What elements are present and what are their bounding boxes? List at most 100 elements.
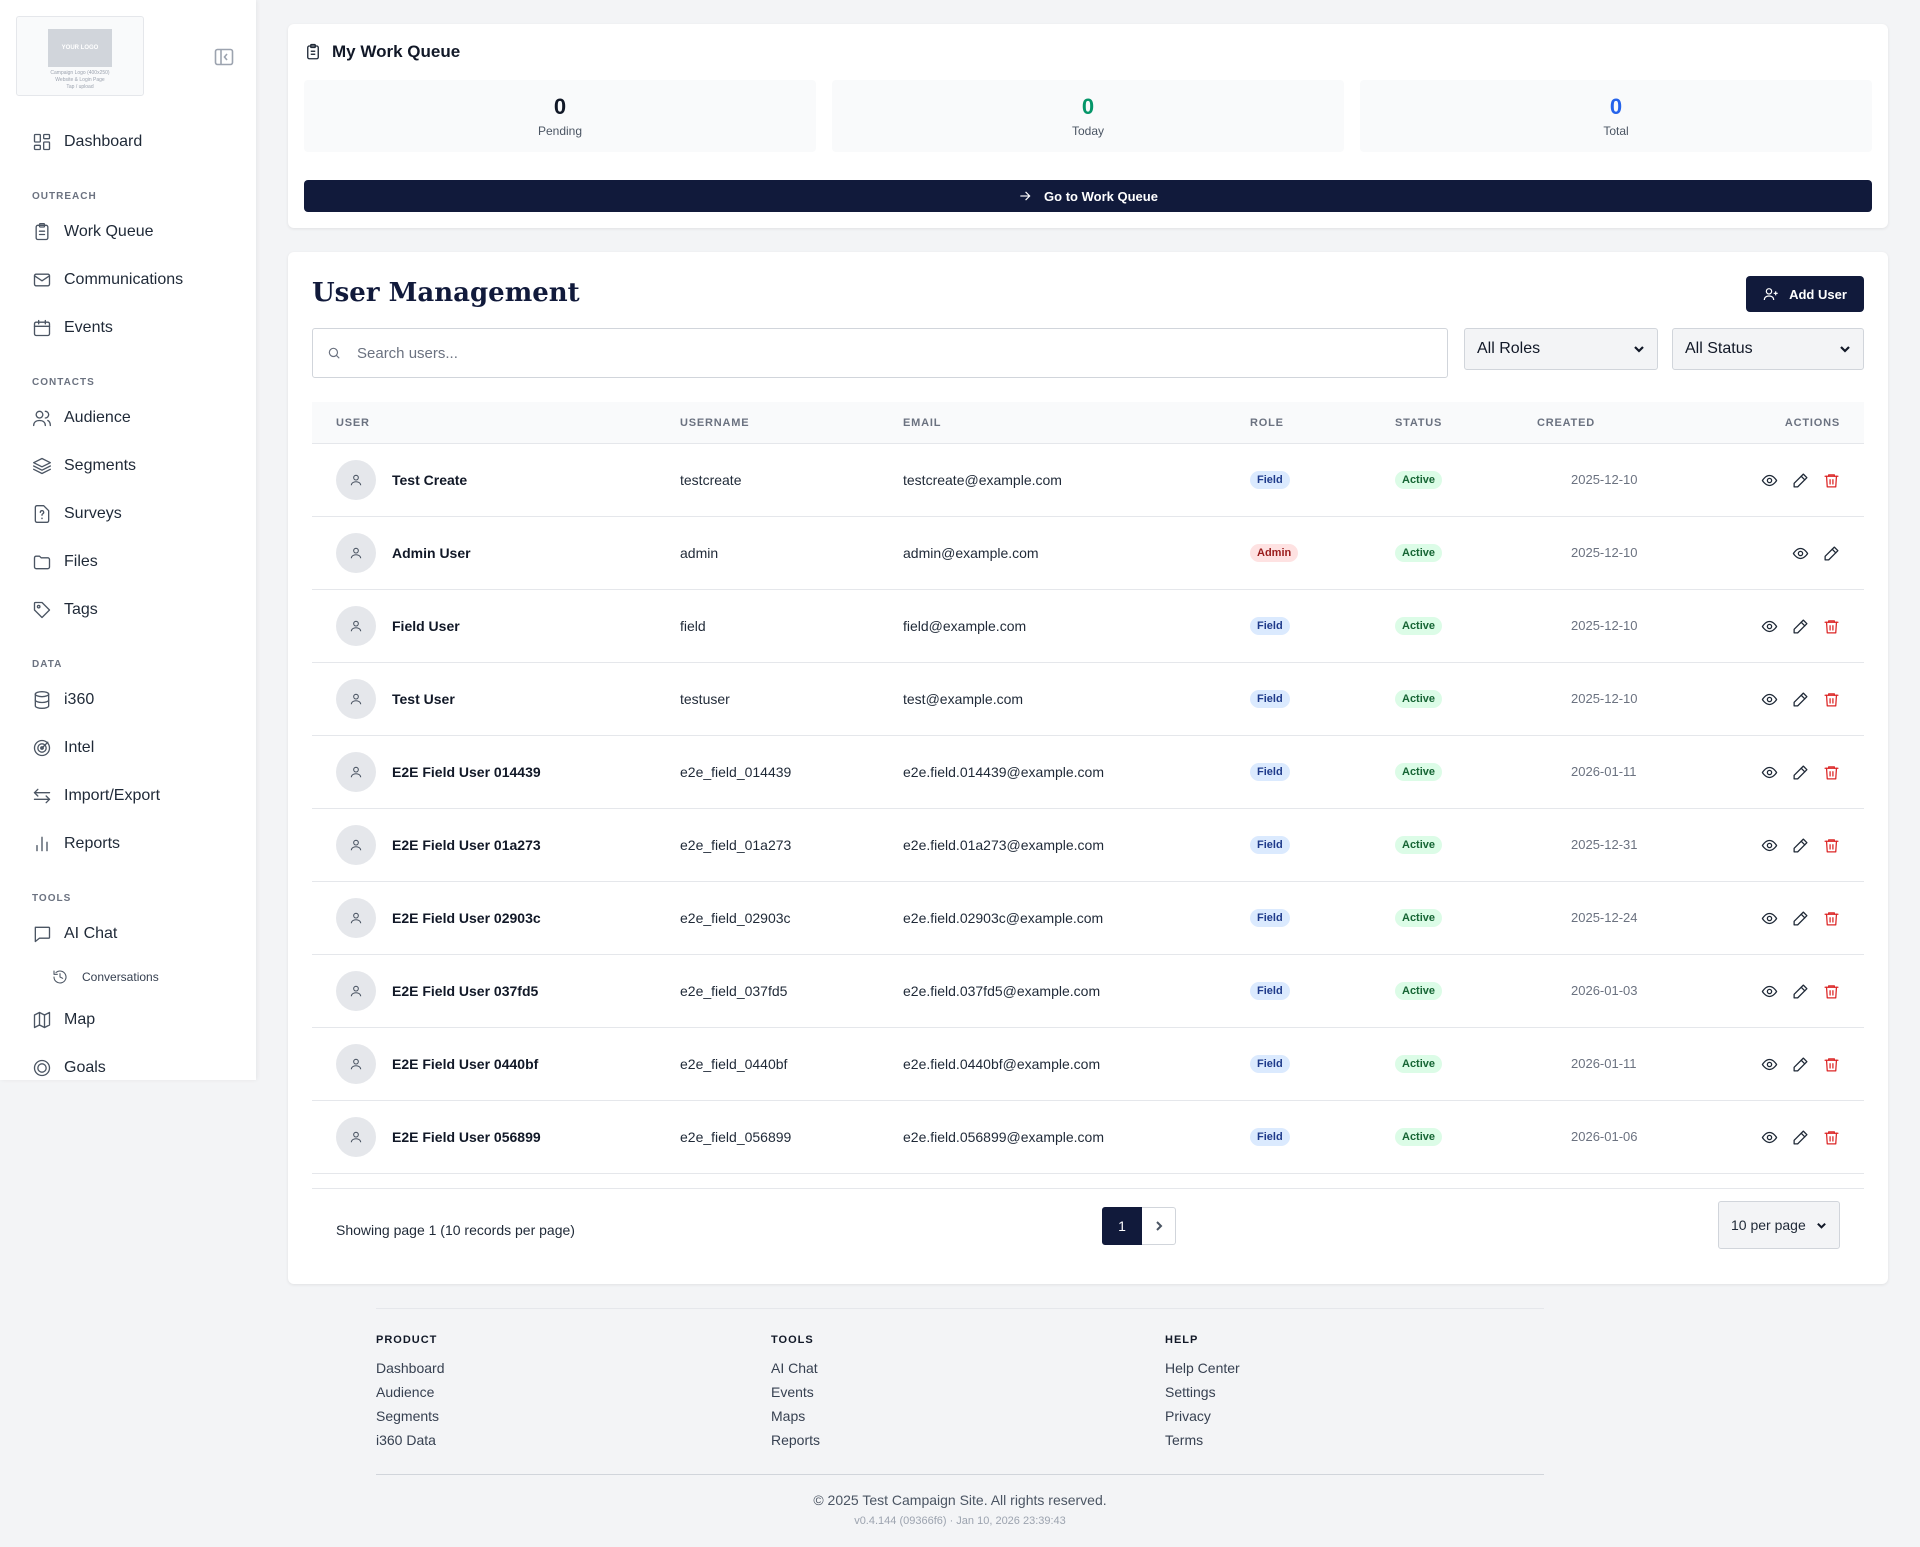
edit-icon[interactable] [1792, 1056, 1809, 1073]
per-page-select[interactable]: 10 per page [1718, 1201, 1840, 1249]
logo-placeholder: YOUR LOGO [48, 29, 112, 67]
view-icon[interactable] [1761, 910, 1778, 927]
sidebar-item-tags[interactable]: Tags [0, 586, 256, 634]
sidebar-item-events[interactable]: Events [0, 304, 256, 352]
table-header: USER USERNAME EMAIL ROLE STATUS CREATED … [312, 402, 1864, 444]
view-icon[interactable] [1761, 691, 1778, 708]
next-page-button[interactable] [1142, 1207, 1176, 1245]
delete-icon[interactable] [1823, 764, 1840, 781]
delete-icon[interactable] [1823, 618, 1840, 635]
delete-icon[interactable] [1823, 472, 1840, 489]
delete-icon[interactable] [1823, 983, 1840, 1000]
sidebar-item-conversations[interactable]: Conversations [0, 958, 256, 996]
column-header[interactable]: ROLE [1250, 417, 1284, 429]
table-row: E2E Field User 02903c e2e_field_02903c e2e… [312, 882, 1864, 955]
column-header[interactable]: STATUS [1395, 417, 1443, 429]
sidebar-item-segments[interactable]: Segments [0, 442, 256, 490]
sidebar-item-label: Reports [64, 835, 121, 852]
column-header[interactable]: USER [336, 417, 370, 429]
edit-icon[interactable] [1792, 910, 1809, 927]
folder-icon [33, 555, 51, 570]
sidebar-item-intel[interactable]: Intel [0, 724, 256, 772]
status-filter-select[interactable]: All Status [1672, 328, 1864, 370]
sidebar-item-ai-chat[interactable]: AI Chat [0, 910, 256, 958]
user-name: E2E Field User 0440bf [392, 1056, 539, 1072]
edit-icon[interactable] [1792, 764, 1809, 781]
view-icon[interactable] [1761, 837, 1778, 854]
users-table: USER USERNAME EMAIL ROLE STATUS CREATED … [312, 402, 1864, 1174]
column-header[interactable]: EMAIL [903, 417, 942, 429]
footer-link[interactable]: Segments [376, 1408, 440, 1424]
view-icon[interactable] [1761, 1129, 1778, 1146]
sidebar-item-surveys[interactable]: Surveys [0, 490, 256, 538]
sidebar-item-reports[interactable]: Reports [0, 820, 256, 868]
select-value: All Roles [1477, 340, 1541, 357]
sidebar-item-dashboard[interactable]: Dashboard [0, 118, 256, 166]
arrow-right-icon [1020, 191, 1031, 201]
footer-link[interactable]: Dashboard [376, 1360, 445, 1376]
edit-icon[interactable] [1792, 1129, 1809, 1146]
delete-icon[interactable] [1823, 1129, 1840, 1146]
view-icon[interactable] [1761, 1056, 1778, 1073]
footer-link[interactable]: Audience [376, 1384, 435, 1400]
edit-icon[interactable] [1792, 472, 1809, 489]
delete-icon[interactable] [1823, 910, 1840, 927]
view-icon[interactable] [1761, 618, 1778, 635]
sidebar-section-contacts: CONTACTS [32, 377, 95, 388]
footer-link[interactable]: Events [771, 1384, 814, 1400]
collapse-sidebar-icon[interactable] [214, 48, 234, 66]
delete-icon[interactable] [1823, 837, 1840, 854]
column-header[interactable]: USERNAME [680, 417, 750, 429]
clipboard-icon [35, 223, 49, 241]
table-row: E2E Field User 0440bf e2e_field_0440bf e2e… [312, 1028, 1864, 1101]
role-badge: Field [1250, 982, 1290, 1000]
edit-icon[interactable] [1792, 618, 1809, 635]
row-actions [1761, 1056, 1840, 1073]
page-button-current[interactable]: 1 [1102, 1207, 1142, 1245]
view-icon[interactable] [1761, 472, 1778, 489]
add-user-button[interactable]: Add User [1746, 276, 1864, 312]
footer-link[interactable]: i360 Data [376, 1432, 436, 1448]
stat-today: 0 Today [832, 80, 1344, 152]
footer-link[interactable]: AI Chat [771, 1360, 818, 1376]
go-to-work-queue-button[interactable]: Go to Work Queue [304, 180, 1872, 212]
view-icon[interactable] [1792, 545, 1809, 562]
footer-link[interactable]: Maps [771, 1408, 806, 1424]
sidebar-item-goals[interactable]: Goals [0, 1044, 256, 1080]
sidebar-item-i360[interactable]: i360 [0, 676, 256, 724]
edit-icon[interactable] [1792, 691, 1809, 708]
view-icon[interactable] [1761, 983, 1778, 1000]
edit-icon[interactable] [1823, 545, 1840, 562]
sidebar-item-communications[interactable]: Communications [0, 256, 256, 304]
sidebar-item-work-queue[interactable]: Work Queue [0, 208, 256, 256]
delete-icon[interactable] [1823, 1056, 1840, 1073]
column-header[interactable]: CREATED [1537, 417, 1595, 429]
footer-link[interactable]: Privacy [1165, 1408, 1211, 1424]
status-badge: Active [1395, 690, 1443, 708]
search-input[interactable] [357, 344, 1357, 362]
sidebar-item-audience[interactable]: Audience [0, 394, 256, 442]
email: e2e.field.037fd5@example.com [903, 983, 1101, 999]
role-filter-select[interactable]: All Roles [1464, 328, 1658, 370]
footer-link[interactable]: Terms [1165, 1432, 1204, 1448]
clipboard-icon [307, 43, 319, 60]
created-date: 2025-12-10 [1571, 472, 1638, 487]
version-info: v0.4.144 (09366f6) · Jan 10, 2026 23:39:… [854, 1515, 1066, 1527]
table-row: Admin User admin admin@example.com Admin Act… [312, 517, 1864, 590]
footer-link[interactable]: Settings [1165, 1384, 1216, 1400]
stat-value: 0 [553, 94, 567, 119]
footer-link[interactable]: Reports [771, 1432, 821, 1448]
edit-icon[interactable] [1792, 837, 1809, 854]
pagination-info: Showing page 1 (10 records per page) [336, 1222, 575, 1238]
campaign-logo[interactable]: YOUR LOGO Campaign Logo (400x250) Websit… [16, 16, 144, 96]
sidebar-item-map[interactable]: Map [0, 996, 256, 1044]
row-actions [1761, 764, 1840, 781]
stat-label: Today [1071, 124, 1105, 138]
sidebar-item-files[interactable]: Files [0, 538, 256, 586]
edit-icon[interactable] [1792, 983, 1809, 1000]
delete-icon[interactable] [1823, 691, 1840, 708]
sidebar-item-label: Dashboard [64, 133, 143, 150]
footer-link[interactable]: Help Center [1165, 1360, 1240, 1376]
sidebar-item-import-export[interactable]: Import/Export [0, 772, 256, 820]
view-icon[interactable] [1761, 764, 1778, 781]
